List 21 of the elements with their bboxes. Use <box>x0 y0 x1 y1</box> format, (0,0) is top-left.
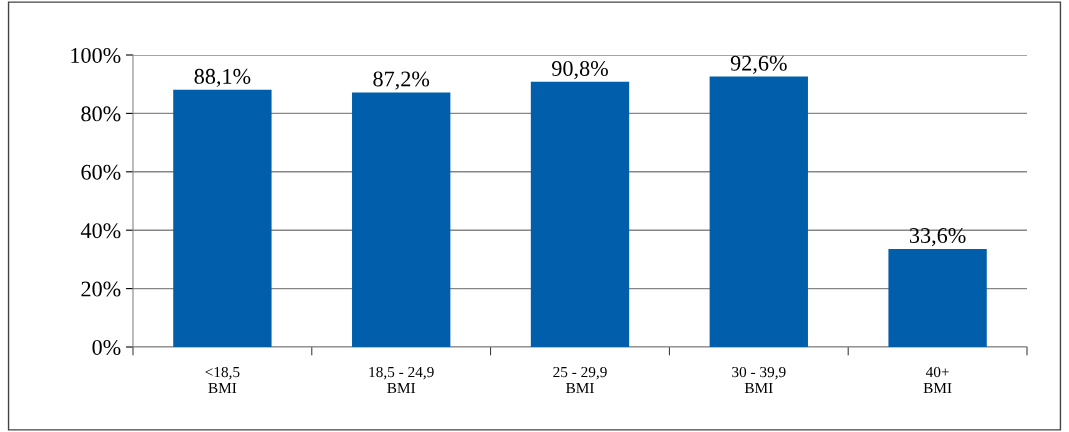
data-label: 92,6% <box>730 55 787 74</box>
x-tick-label: 25 - 29,9 BMI <box>553 366 607 394</box>
bar <box>530 81 630 347</box>
y-tick-label: 40% <box>80 223 121 239</box>
data-label: 33,6% <box>909 227 966 247</box>
y-tick-label: 20% <box>81 281 121 297</box>
x-tick-label: 30 - 39,9 BMI <box>732 366 786 394</box>
bar <box>173 89 272 347</box>
y-tick-label: 0% <box>92 339 121 355</box>
data-label: 90,8% <box>552 60 608 80</box>
x-tick-label: 40+ BMI <box>923 366 952 394</box>
bar <box>352 92 451 347</box>
bar <box>888 248 987 347</box>
x-tick-label: <18,5 BMI <box>205 366 240 394</box>
y-tick-label: 60% <box>81 164 121 180</box>
data-label: 88,1% <box>194 68 251 88</box>
bar <box>709 76 808 347</box>
x-tick-label: 18,5 - 24,9 BMI <box>369 366 434 394</box>
y-tick-label: 100% <box>71 47 121 63</box>
y-tick-label: 80% <box>81 106 121 122</box>
data-label: 87,2% <box>373 71 430 90</box>
